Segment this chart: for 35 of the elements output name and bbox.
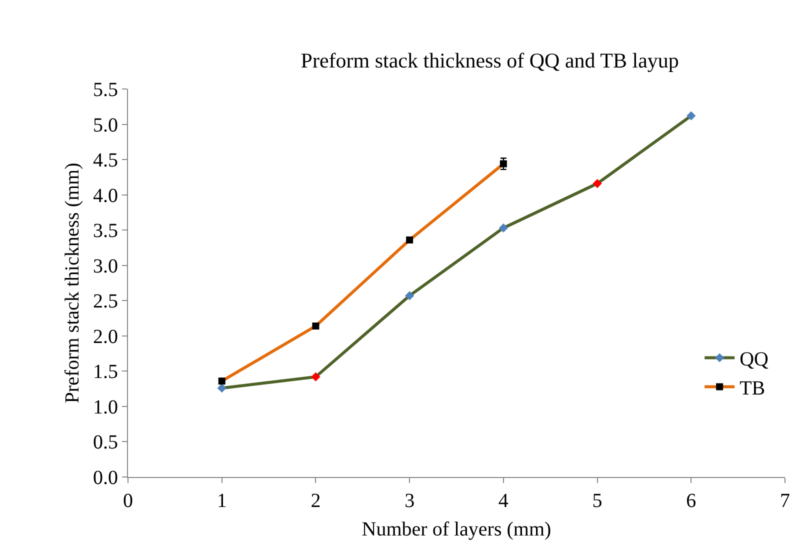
x-tick-label: 1: [216, 490, 227, 512]
y-tick-label: 4.5: [93, 150, 118, 172]
point: [592, 178, 602, 188]
point: [500, 160, 507, 168]
y-tick-label: 5.0: [93, 114, 118, 136]
y-tick-label: 1.5: [93, 361, 118, 384]
y-tick-label: 1.0: [93, 396, 118, 418]
point: [405, 291, 414, 300]
y-tick-label: 0.0: [93, 467, 118, 489]
y-tick-label: 2.5: [93, 290, 118, 313]
x-axis-title: Number of layers (mm): [362, 518, 552, 540]
y-axis-title: Preform stack thickness (mm): [62, 162, 84, 404]
x-tick-label: 4: [498, 490, 508, 512]
y-tick-label: 4.0: [93, 184, 118, 207]
x-tick-label: 3: [404, 490, 415, 512]
point: [498, 223, 508, 233]
y-tick-label: 3.0: [93, 255, 118, 278]
legend-label: QQ: [740, 348, 770, 371]
chart-title: Preform stack thickness of QQ and TB layup: [300, 48, 679, 72]
point: [311, 372, 320, 382]
x-tick-label: 2: [310, 490, 321, 512]
point: [406, 236, 414, 244]
point: [312, 322, 320, 330]
x-tick-label: 6: [686, 490, 696, 512]
point: [217, 384, 226, 393]
y-tick-label: 0.5: [93, 432, 118, 454]
point: [686, 111, 696, 120]
legend-label: TB: [740, 378, 766, 400]
y-tick-label: 2.0: [93, 326, 118, 348]
y-tick-label: 3.5: [93, 220, 118, 242]
x-tick-label: 5: [592, 490, 602, 512]
x-tick-label: 0: [123, 490, 133, 512]
x-tick-label: 7: [780, 490, 790, 512]
y-tick-label: 5.5: [93, 79, 118, 101]
point: [218, 378, 226, 385]
